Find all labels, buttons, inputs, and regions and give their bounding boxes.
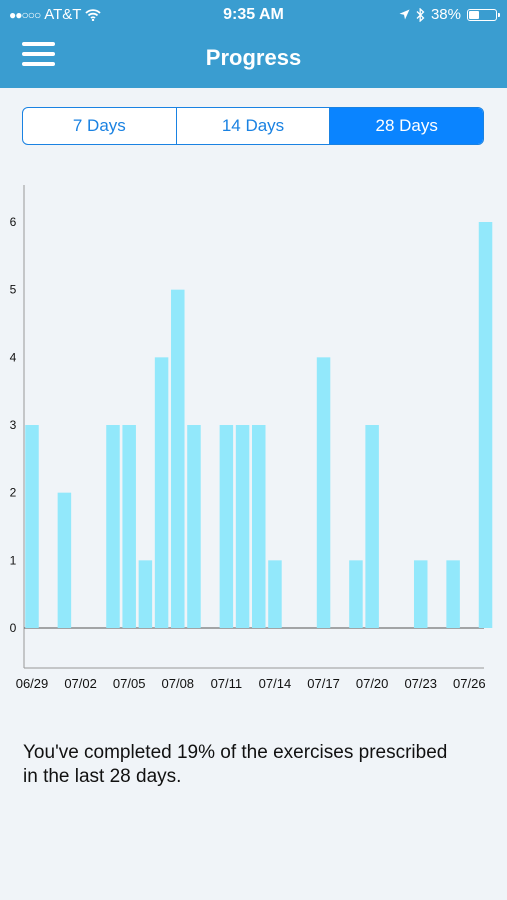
x-tick-label: 07/20 [356,676,389,691]
menu-icon[interactable] [22,42,56,68]
x-tick-label: 07/26 [453,676,486,691]
bar [478,222,493,628]
x-tick-label: 07/23 [404,676,437,691]
bar [235,425,250,628]
y-tick-label: 5 [10,283,17,297]
bar [219,425,234,628]
bar [171,289,185,628]
bar [138,560,153,628]
bluetooth-icon [416,7,425,22]
bar [316,357,331,628]
battery-level [469,10,479,19]
y-tick-label: 3 [10,418,17,432]
bar [187,425,201,628]
x-tick-label: 07/11 [211,676,243,691]
tab-14-days[interactable]: 14 Days [175,108,330,144]
x-tick-label: 07/14 [259,676,292,691]
y-tick-label: 2 [10,486,17,500]
y-tick-label: 1 [10,553,17,567]
x-tick-label: 06/29 [16,676,49,691]
tab-7-days[interactable]: 7 Days [72,116,126,135]
bar [349,560,363,628]
bar [268,560,282,628]
battery-icon [467,8,500,21]
carrier-info: ●●○○○ AT&T [9,6,102,23]
wifi-icon [85,8,102,21]
bar [25,425,39,628]
status-time: 9:35 AM [223,6,284,23]
x-tick-label: 07/17 [307,676,340,691]
bar [122,425,136,628]
app-header: ●●○○○ AT&T 9:35 AM 38% Progress [0,0,507,88]
tab-28-days[interactable]: 28 Days [329,108,483,144]
y-tick-label: 0 [10,621,17,635]
range-selector: 7 Days 14 Days 28 Days [22,107,484,145]
page-title: Progress [205,45,302,70]
bar [413,560,428,628]
bar [106,425,120,628]
bar [252,425,266,628]
location-arrow-icon [399,9,410,20]
status-bar: ●●○○○ AT&T 9:35 AM 38% [0,0,507,30]
bar [446,560,460,628]
x-tick-label: 07/05 [113,676,146,691]
y-tick-label: 4 [10,350,17,364]
signal-strength-icon: ●●○○○ [9,7,41,22]
x-tick-label: 07/02 [64,676,97,691]
bar [365,425,379,628]
y-tick-label: 6 [10,215,17,229]
status-right: 38% [399,6,500,23]
bar [57,492,72,628]
bar [154,357,169,628]
completion-summary: You've completed 19% of the exercises pr… [23,742,448,787]
battery-percent: 38% [430,6,461,23]
progress-bar-chart: 0 1 2 3 4 5 6 06/29 07/02 07/05 07/08 07/11 07/14 07/… [10,185,493,691]
carrier-name: AT&T [44,6,82,23]
x-tick-label: 07/08 [162,676,195,691]
